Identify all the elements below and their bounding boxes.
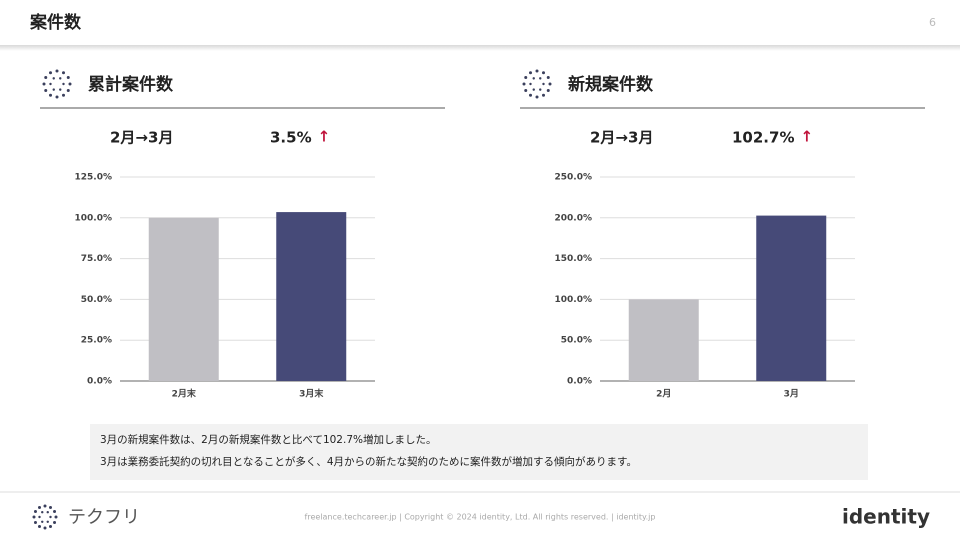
logo-dot <box>49 515 52 519</box>
bar <box>628 299 699 381</box>
logo-dot <box>66 89 70 92</box>
logo-dot <box>539 77 542 80</box>
period: 2月→3月 <box>590 129 653 147</box>
logo-dot <box>524 76 528 79</box>
change-arrow: ↑ <box>318 128 331 146</box>
slide-title: 案件数 <box>29 12 82 33</box>
logo-dot <box>524 89 528 92</box>
logo-dot <box>43 526 47 530</box>
logo-dot <box>44 89 48 92</box>
logo-dot <box>542 82 545 86</box>
logo-dot <box>529 93 532 97</box>
logo-dot <box>42 82 46 86</box>
x-tick-label: 3月末 <box>299 388 324 400</box>
note-line: 3月の新規案件数は、2月の新規案件数と比べて102.7%増加しました。 <box>100 433 436 446</box>
logo-dot <box>542 71 545 75</box>
logo-dot <box>53 510 57 513</box>
change: 3.5% <box>270 129 312 147</box>
logo-dot <box>535 95 539 99</box>
logo-dot <box>52 88 55 91</box>
logo-dot <box>539 88 542 91</box>
logo-dot <box>55 69 59 73</box>
y-tick-label: 150.0% <box>555 254 593 264</box>
logo-dot <box>529 82 532 86</box>
logo-dot <box>38 525 41 529</box>
y-tick-label: 0.0% <box>567 377 592 387</box>
logo-dot <box>49 71 52 75</box>
logo-dot <box>33 521 37 524</box>
y-tick-label: 100.0% <box>75 213 113 223</box>
logo-dot <box>532 88 535 91</box>
section-title: 累計案件数 <box>88 74 174 95</box>
logo-dot <box>38 515 41 519</box>
x-tick-label: 2月 <box>656 389 671 400</box>
logo-dot <box>522 82 526 86</box>
logo-dot <box>68 82 72 86</box>
logo-dot <box>49 93 52 97</box>
y-tick-label: 50.0% <box>561 336 592 346</box>
logo-dot <box>33 510 37 513</box>
y-tick-label: 200.0% <box>555 213 593 223</box>
logo-dot <box>62 93 65 97</box>
logo-dot <box>59 88 62 91</box>
logo-dot <box>66 76 70 79</box>
logo-dot <box>59 77 62 80</box>
y-tick-label: 75.0% <box>81 254 112 264</box>
bar <box>276 212 347 381</box>
y-tick-label: 25.0% <box>81 336 112 346</box>
logo-dot <box>49 505 52 509</box>
logo-dot <box>46 520 49 523</box>
change-arrow: ↑ <box>800 128 813 146</box>
logo-dot <box>535 69 539 73</box>
logo-dot <box>38 505 41 509</box>
x-tick-label: 2月末 <box>172 388 197 400</box>
period: 2月→3月 <box>110 129 173 147</box>
logo-dot <box>62 82 65 86</box>
logo-dot <box>41 520 44 523</box>
header-shadow <box>0 45 960 51</box>
y-tick-label: 50.0% <box>81 295 112 305</box>
footer-brand: identity <box>842 505 930 529</box>
logo-dot <box>62 71 65 75</box>
x-tick-label: 3月 <box>784 389 799 400</box>
logo-dot <box>32 515 36 519</box>
note-line: 3月は業務委託契約の切れ目となることが多く、4月からの新たな契約のために案件数が… <box>100 455 637 468</box>
bar <box>756 215 827 381</box>
y-tick-label: 0.0% <box>87 377 112 387</box>
logo-dot <box>49 82 52 86</box>
footer-logo: テクフリ <box>68 507 140 528</box>
logo-dot <box>546 76 550 79</box>
logo-dot <box>54 515 58 519</box>
logo-dot <box>532 77 535 80</box>
logo-dot <box>49 525 52 529</box>
logo-dot <box>43 504 47 508</box>
section-title: 新規案件数 <box>568 74 654 95</box>
logo-dot <box>46 511 49 514</box>
logo-dot <box>41 511 44 514</box>
logo-dot <box>53 521 57 524</box>
logo-dot <box>546 89 550 92</box>
bar <box>148 217 219 381</box>
note-box <box>90 424 868 480</box>
logo-dot <box>542 93 545 97</box>
logo-dot <box>55 95 59 99</box>
y-tick-label: 250.0% <box>555 173 593 183</box>
page-number: 6 <box>929 16 936 29</box>
logo-dot <box>529 71 532 75</box>
logo-dot <box>52 77 55 80</box>
logo-dot <box>44 76 48 79</box>
y-tick-label: 100.0% <box>555 295 593 305</box>
y-tick-label: 125.0% <box>75 173 113 183</box>
footer-text: freelance.techcareer.jp | Copyright © 20… <box>305 513 656 522</box>
change: 102.7% <box>732 129 794 147</box>
logo-dot <box>548 82 552 86</box>
